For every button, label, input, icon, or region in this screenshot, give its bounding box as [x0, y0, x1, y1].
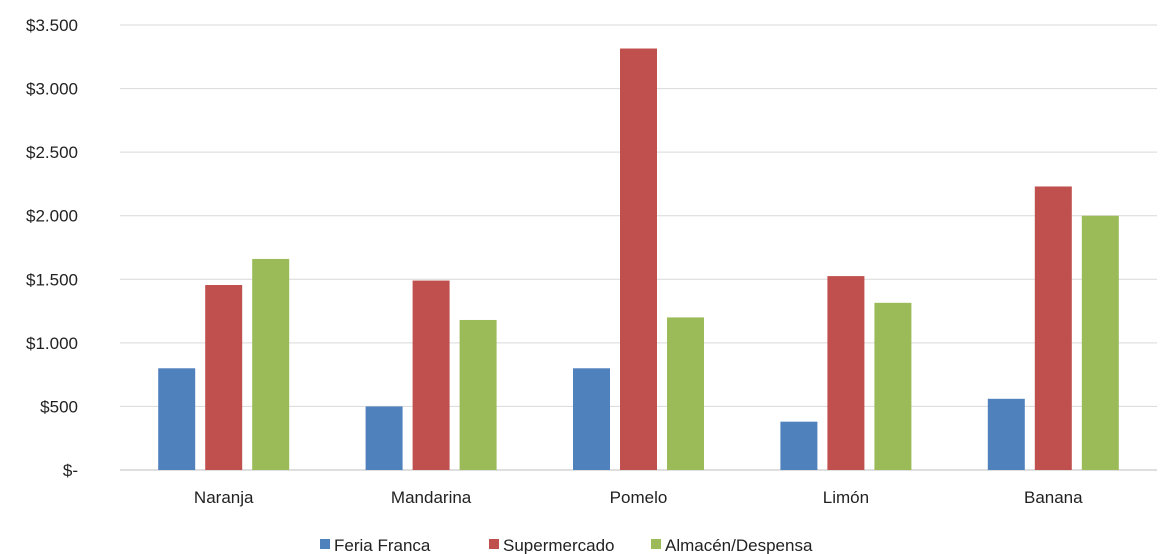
bar-pomelo-series-1 — [573, 368, 610, 470]
bar-mandarina-series-2 — [412, 280, 450, 470]
bar-naranja-series-1 — [158, 368, 196, 470]
legend-label: Feria Franca — [334, 536, 431, 554]
legend-swatch — [489, 539, 499, 549]
legend-label: Supermercado — [503, 536, 615, 554]
bars — [158, 48, 1119, 471]
legend-label: Almacén/Despensa — [665, 536, 813, 554]
legend-swatch — [651, 539, 661, 549]
y-tick-label: $2.500 — [26, 143, 78, 162]
y-axis-ticks: $- $500 $1.000 $1.500 $2.000 $2.500 $3.000 $3.5… — [26, 16, 78, 480]
bar-banana-series-2 — [1034, 186, 1072, 470]
bar-mandarina-series-1 — [365, 406, 403, 470]
bar-limón-series-3 — [874, 302, 912, 470]
legend: Feria Franca Supermercado Almacén/Despensa — [320, 536, 813, 554]
y-tick-label: $1.500 — [26, 270, 78, 289]
bar-banana-series-3 — [1081, 215, 1119, 470]
bar-pomelo-series-3 — [667, 317, 704, 470]
category-label: Naranja — [194, 488, 254, 507]
x-axis-labels: Naranja Mandarina Pomelo Limón Banana — [194, 488, 1083, 507]
bar-mandarina-series-3 — [459, 319, 497, 470]
category-label: Mandarina — [391, 488, 472, 507]
y-tick-label: $2.000 — [26, 207, 78, 226]
y-tick-label: $- — [63, 461, 78, 480]
bar-banana-series-1 — [987, 398, 1025, 470]
bar-pomelo-series-2 — [620, 48, 657, 471]
y-tick-label: $500 — [40, 397, 78, 416]
y-tick-label: $3.500 — [26, 16, 78, 35]
category-label: Limón — [823, 488, 869, 507]
bar-limón-series-1 — [780, 421, 818, 470]
bar-naranja-series-3 — [252, 258, 290, 470]
y-tick-label: $1.000 — [26, 334, 78, 353]
bar-naranja-series-2 — [205, 285, 243, 470]
category-label: Pomelo — [610, 488, 668, 507]
legend-swatch — [320, 539, 330, 549]
y-tick-label: $3.000 — [26, 80, 78, 99]
category-label: Banana — [1024, 488, 1083, 507]
bar-limón-series-2 — [827, 276, 865, 470]
